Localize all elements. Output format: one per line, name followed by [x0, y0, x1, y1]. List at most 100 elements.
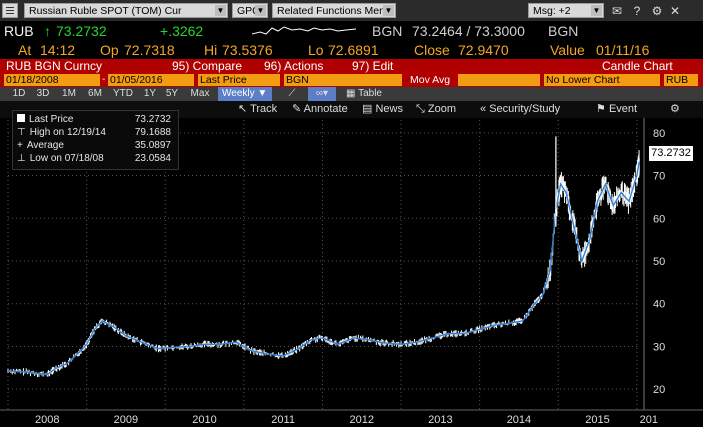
news-button[interactable]: ▤ News	[362, 101, 403, 118]
end-date: 01/05/2016	[110, 74, 163, 86]
at-time: 14:12	[40, 42, 76, 58]
related-functions-label: Related Functions Menu	[277, 5, 391, 17]
legend-label: High on 12/19/14	[29, 127, 106, 138]
chevron-down-icon[interactable]: ▼	[383, 5, 394, 16]
end-date-field[interactable]: 01/05/2016	[108, 74, 194, 86]
chart-type-label: Candle Chart	[602, 59, 673, 73]
tab-1m[interactable]: 1M	[62, 88, 76, 99]
tab-5y[interactable]: 5Y	[165, 88, 179, 99]
tab-ytd[interactable]: YTD	[113, 88, 133, 99]
legend-last-price: Last Price 73.2732	[17, 114, 175, 125]
study-label[interactable]: Mov Avg	[410, 74, 451, 86]
menu-icon[interactable]	[2, 3, 18, 18]
actions-button[interactable]: 96) Actions	[264, 59, 324, 73]
chevrons-icon: «	[480, 103, 487, 115]
help-icon[interactable]: ?	[633, 4, 641, 18]
zoom-button[interactable]: ⤡ Zoom	[416, 101, 456, 118]
source-label: BGN	[286, 74, 309, 86]
x-tick-label: 2010	[192, 414, 216, 426]
high-value: 73.5376	[222, 42, 273, 58]
table-icon: ▦	[346, 88, 356, 99]
legend-value: 79.1688	[134, 127, 171, 138]
tab-6m[interactable]: 6M	[88, 88, 102, 99]
high-label: Hi	[204, 42, 218, 58]
messages-field[interactable]: Msg: +2 ▼	[528, 3, 604, 18]
compare-button[interactable]: 95) Compare	[172, 59, 243, 73]
pencil-icon: ✎	[292, 103, 302, 115]
bid-ask: 73.2464 / 73.3000	[412, 23, 525, 39]
chart-style-dropdown[interactable]: ∞▾	[308, 87, 336, 101]
y-tick-label: 30	[653, 341, 665, 353]
y-tick-label: 60	[653, 213, 665, 225]
annotate-button[interactable]: ✎ Annotate	[292, 101, 348, 118]
y-tick-label: 70	[653, 171, 665, 183]
settings-icon[interactable]: ⚙	[651, 4, 663, 18]
security-study-label: Security/Study	[489, 103, 561, 115]
date-separator: -	[102, 74, 106, 85]
tab-1y[interactable]: 1Y	[143, 88, 157, 99]
tab-max[interactable]: Max	[190, 88, 210, 99]
x-axis-labels: 2008 2009 2010 2011 2012 2013 2014 2015 201	[35, 414, 658, 426]
tab-3d[interactable]: 3D	[36, 88, 50, 99]
security-study-button[interactable]: « Security/Study	[480, 101, 560, 118]
track-icon: ↖	[238, 103, 248, 115]
tab-1d[interactable]: 1D	[12, 88, 26, 99]
zoom-icon: ⤡	[416, 103, 425, 115]
related-functions-menu[interactable]: Related Functions Menu ▼	[272, 3, 396, 18]
x-tick-label: 201	[640, 414, 658, 426]
chevron-down-icon[interactable]: ▼	[215, 5, 226, 16]
quote-line-1: RUB ↑ 73.2732 +.3262 BGN 73.2464 / 73.30…	[0, 22, 703, 41]
legend-average: + Average 35.0897	[17, 140, 175, 151]
chevron-down-icon[interactable]: ▼	[591, 5, 602, 16]
bgn-label: BGN	[372, 23, 403, 39]
chart-settings-icon[interactable]: ⚙	[670, 103, 680, 115]
last-price-tag: 73.2732	[649, 146, 693, 161]
legend-square-icon	[17, 114, 25, 122]
legend-high: ⊤ High on 12/19/14 79.1688	[17, 127, 175, 138]
line-chart-icon[interactable]: ⟋	[288, 88, 296, 99]
source-field[interactable]: BGN	[284, 74, 402, 86]
security-title: Russian Ruble SPOT (TOM) Cur	[29, 5, 182, 17]
ticker: RUB	[4, 23, 34, 39]
gpc-label: GPC	[237, 5, 260, 17]
field-selector[interactable]: Last Price	[198, 74, 280, 86]
track-button[interactable]: ↖ Track	[238, 101, 277, 118]
y-tick-label: 50	[653, 256, 665, 268]
table-button[interactable]: ▦ Table	[344, 87, 384, 101]
gpc-field[interactable]: GPC ▼	[232, 3, 268, 18]
y-tick-label: 80	[653, 128, 665, 140]
low-label: Lo	[308, 42, 324, 58]
lower-chart-field[interactable]: No Lower Chart	[544, 74, 660, 86]
up-arrow-icon: ↑	[44, 23, 51, 39]
news-icon: ▤	[362, 103, 373, 115]
top-toolbar: Russian Ruble SPOT (TOM) Cur ▼ GPC ▼ Rel…	[0, 0, 703, 21]
quote-line-2: At 14:12 Op 72.7318 Hi 73.5376 Lo 72.689…	[0, 41, 703, 59]
study-field[interactable]	[458, 74, 540, 86]
chart-tools: ↖ Track ✎ Annotate ▤ News ⤡ Zoom « Secur…	[0, 101, 703, 118]
close-icon[interactable]: ✕	[669, 4, 681, 18]
open-label: Op	[100, 42, 119, 58]
legend-value: 35.0897	[134, 140, 171, 151]
event-button[interactable]: ⚑ Event	[596, 101, 637, 118]
price-line	[7, 161, 640, 376]
zoom-label: Zoom	[427, 103, 456, 115]
edit-button[interactable]: 97) Edit	[352, 59, 394, 73]
security-title-field[interactable]: Russian Ruble SPOT (TOM) Cur ▼	[24, 3, 228, 18]
chart-legend: Last Price 73.2732 ⊤ High on 12/19/14 79.…	[12, 110, 179, 170]
security-label: RUB BGN Curncy	[6, 59, 103, 73]
sparkline-icon	[252, 26, 357, 35]
period-dropdown[interactable]: Weekly ▼	[218, 87, 272, 101]
start-date: 01/18/2008	[6, 74, 59, 86]
y-axis-labels: 20 30 40 50 60 70 80	[653, 128, 665, 396]
legend-low: ⊥ Low on 07/18/08 23.0584	[17, 153, 175, 164]
chevron-down-icon: ▼	[257, 88, 268, 99]
currency-field[interactable]: RUB	[664, 74, 698, 86]
period-tabs: 1D 3D 1M 6M YTD 1Y 5Y Max Weekly ▼ ⟋ ∞▾ …	[0, 87, 703, 101]
envelope-icon[interactable]: ✉	[611, 4, 623, 18]
x-tick-label: 2013	[428, 414, 452, 426]
y-tick-label: 40	[653, 299, 665, 311]
chevron-down-icon[interactable]: ▼	[255, 5, 266, 16]
start-date-field[interactable]: 01/18/2008	[4, 74, 100, 86]
settings-bar: 01/18/2008 - 01/05/2016 Last Price BGN M…	[0, 73, 703, 87]
